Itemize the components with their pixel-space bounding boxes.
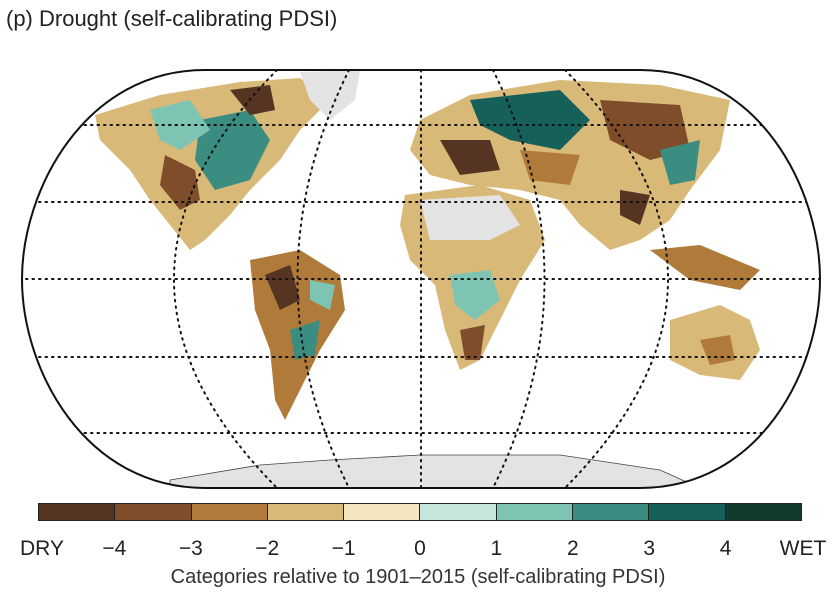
- figure-title: (p) Drought (self-calibrating PDSI): [6, 6, 338, 31]
- colorbar: [38, 503, 802, 521]
- colorbar-swatch: [115, 504, 192, 520]
- graticule-meridian: [492, 70, 546, 488]
- graticule-meridian: [296, 70, 350, 488]
- colorbar-swatch: [496, 504, 574, 520]
- colorbar-swatch: [573, 504, 650, 520]
- colorbar-tick: 2: [566, 537, 579, 560]
- colorbar-tick: −4: [102, 537, 127, 560]
- graticule-meridian: [564, 70, 669, 488]
- colorbar-tick: 3: [643, 537, 656, 560]
- colorbar-tick: −2: [255, 537, 280, 560]
- colorbar-swatch: [39, 504, 116, 520]
- world-map: [21, 69, 821, 489]
- colorbar-tick: −1: [331, 537, 356, 560]
- colorbar-tick: 1: [490, 537, 503, 560]
- colorbar-tick: 0: [414, 537, 426, 560]
- colorbar-swatch: [344, 504, 421, 520]
- colorbar-swatch: [267, 504, 345, 520]
- sahara-no-data: [420, 195, 520, 240]
- colorbar-tick: 4: [719, 537, 732, 560]
- colorbar-tick: −3: [178, 537, 203, 560]
- wet-label: WET: [779, 537, 827, 560]
- colorbar-swatch: [420, 504, 497, 520]
- colorbar-caption: Categories relative to 1901–2015 (self-c…: [170, 566, 666, 588]
- colorbar-swatch: [191, 504, 268, 520]
- colorbar-swatch: [649, 504, 726, 520]
- colorbar-swatch: [725, 504, 801, 520]
- greenland: [300, 70, 360, 120]
- antarctica: [169, 454, 701, 488]
- dry-label: DRY: [20, 537, 64, 560]
- graticule-meridian: [173, 70, 278, 488]
